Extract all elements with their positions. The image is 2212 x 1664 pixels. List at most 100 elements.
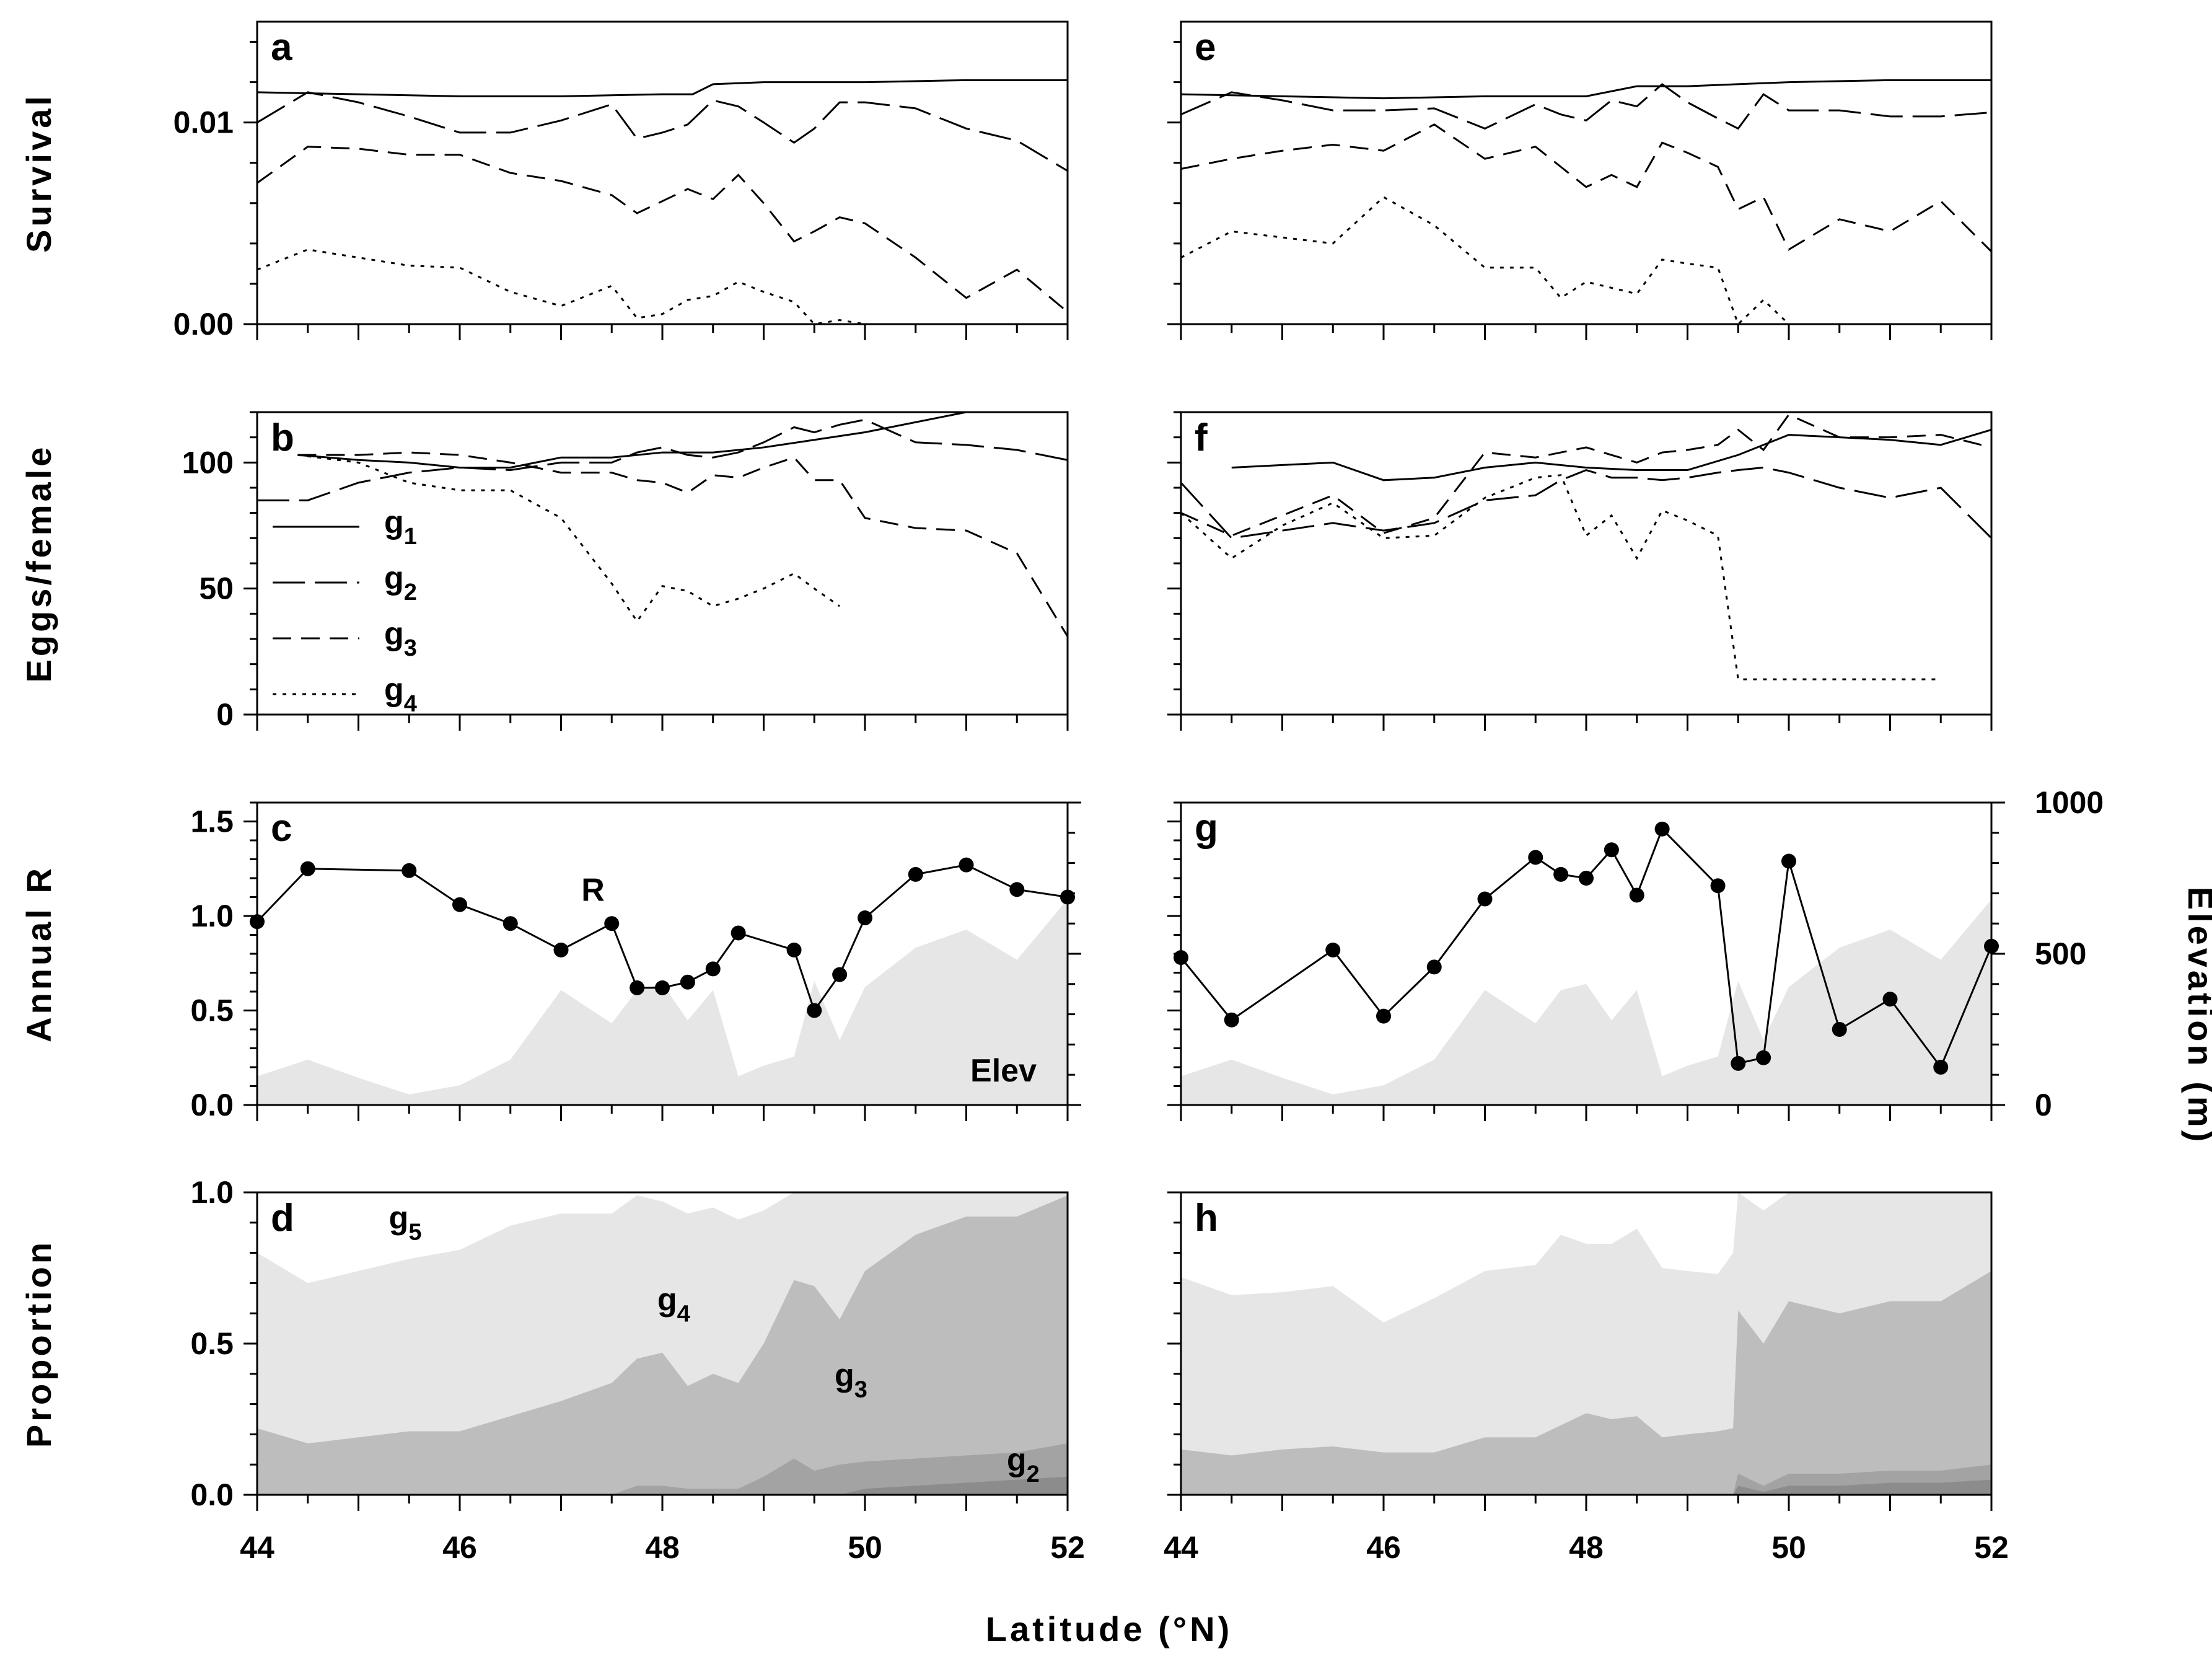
y-axis-title: Proportion <box>19 1239 58 1448</box>
panel-letter-g: g <box>1195 807 1218 850</box>
area-g2-d <box>257 1476 1068 1495</box>
r-point-g <box>1579 871 1594 886</box>
elevation-area-c <box>257 899 1068 1105</box>
panel-letter-a: a <box>271 26 292 69</box>
plot-area-c <box>257 864 1068 1105</box>
r-point-g <box>1325 942 1341 957</box>
r-point-c <box>630 980 645 995</box>
panel-letter-e: e <box>1195 26 1216 69</box>
x-tick-label: 50 <box>1771 1530 1806 1565</box>
y2-tick-label: 1000 <box>2035 785 2104 820</box>
r-line-g <box>1181 827 1991 1070</box>
r-point-g <box>1224 1012 1239 1028</box>
series-g3-b <box>297 451 1068 637</box>
r-point-g <box>1710 878 1726 894</box>
y-tick-label: 1.0 <box>190 1175 234 1210</box>
panel-letter-f: f <box>1195 416 1208 459</box>
legend-label-g4: g4 <box>384 672 417 717</box>
panel-a: 0.00 0.01 Survival a <box>19 20 1069 341</box>
r-point-c <box>300 861 315 876</box>
y-tick-label: 0.5 <box>190 1326 234 1361</box>
x-tick-label: 52 <box>1050 1530 1085 1565</box>
r-point-c <box>553 942 569 957</box>
r-point-g <box>1528 850 1543 865</box>
panel-d: g5 g4 g3 g2 0.0 0.5 1.0 44 46 48 50 52 Proportion d <box>19 1175 1085 1565</box>
r-point-g <box>1376 1008 1391 1024</box>
y-tick-label: 0.5 <box>190 993 234 1028</box>
plot-area-b <box>257 412 1068 637</box>
panel-h: 44 46 48 50 52 h <box>1164 1191 2009 1565</box>
r-point-g <box>1426 959 1442 975</box>
y-tick-label: 0.0 <box>190 1477 234 1512</box>
r-point-c <box>807 1003 822 1018</box>
area-g3-d <box>257 1443 1068 1495</box>
area-label-g5-d: g5 <box>389 1200 422 1246</box>
area-label-g3-d: g3 <box>835 1357 867 1402</box>
y2-axis-title: Elevation (m) <box>2181 887 2212 1145</box>
series-g4-e <box>1181 196 1790 324</box>
series-g3-e <box>1181 123 1991 252</box>
r-point-c <box>959 857 974 873</box>
y2-tick-label: 500 <box>2035 936 2086 971</box>
legend: g1 g2 g3 g4 <box>273 504 417 717</box>
panel-e: e <box>1167 20 1993 340</box>
y-tick-label: 0.0 <box>190 1088 234 1122</box>
r-line-c <box>257 864 1068 1013</box>
r-point-c <box>908 866 923 882</box>
x-tick-label: 46 <box>1366 1530 1401 1565</box>
x-tick-label: 48 <box>645 1530 680 1565</box>
area-g4-h <box>1181 1270 1991 1495</box>
series-g1-a <box>257 79 1068 97</box>
r-point-g <box>1781 853 1796 869</box>
series-g1-e <box>1181 79 1991 100</box>
r-point-c <box>680 974 695 990</box>
elevation-label: Elev <box>970 1053 1037 1089</box>
panel-letter-b: b <box>271 416 294 459</box>
r-point-g <box>1477 891 1493 907</box>
plot-area-f <box>1181 413 1991 680</box>
series-g2-b <box>257 418 1068 501</box>
x-tick-label: 52 <box>1974 1530 2009 1565</box>
panel-letter-h: h <box>1195 1197 1218 1239</box>
r-point-g <box>1629 887 1644 903</box>
r-point-c <box>503 916 518 931</box>
y-tick-label: 50 <box>199 571 234 606</box>
r-point-c <box>832 967 848 982</box>
series-g3-a <box>257 146 1068 313</box>
y-tick-label: 0.01 <box>173 105 234 140</box>
x-tick-label: 48 <box>1569 1530 1604 1565</box>
r-point-g <box>1832 1022 1847 1037</box>
y-axis-title: Eggs/female <box>19 444 58 683</box>
panel-letter-c: c <box>271 807 292 850</box>
plot-area-e <box>1181 79 1991 324</box>
panel-b: 0 50 100 Eggs/female b <box>19 411 1069 732</box>
legend-label-g1: g1 <box>384 504 417 550</box>
legend-label-g3: g3 <box>384 616 417 661</box>
r-point-g <box>1882 992 1898 1007</box>
area-label-g4-d: g4 <box>657 1282 690 1327</box>
r-label: R <box>581 873 605 909</box>
series-g2-e <box>1181 82 1991 130</box>
area-g4-d <box>257 1195 1068 1495</box>
r-point-c <box>604 916 620 931</box>
r-point-g <box>1553 866 1569 882</box>
plot-area-d <box>257 1192 1068 1495</box>
y-axis-title: Annual R <box>19 865 58 1042</box>
r-point-c <box>1009 882 1025 897</box>
panel-g: 0 500 1000 Elevation (m) g <box>1167 785 2212 1145</box>
panel-letter-d: d <box>271 1197 294 1239</box>
area-label-g2-d: g2 <box>1007 1442 1040 1487</box>
series-g1-b <box>297 412 1068 469</box>
x-tick-label: 50 <box>848 1530 882 1565</box>
elevation-area-g <box>1181 899 1991 1105</box>
r-point-c <box>786 942 802 957</box>
x-tick-label: 46 <box>442 1530 477 1565</box>
plot-area-h <box>1181 1192 1991 1495</box>
series-g4-b <box>297 454 840 623</box>
r-point-g <box>1604 842 1619 858</box>
area-g2-h <box>1181 1479 1991 1495</box>
plot-area-a <box>257 79 1068 324</box>
series-g2-a <box>257 91 1068 172</box>
